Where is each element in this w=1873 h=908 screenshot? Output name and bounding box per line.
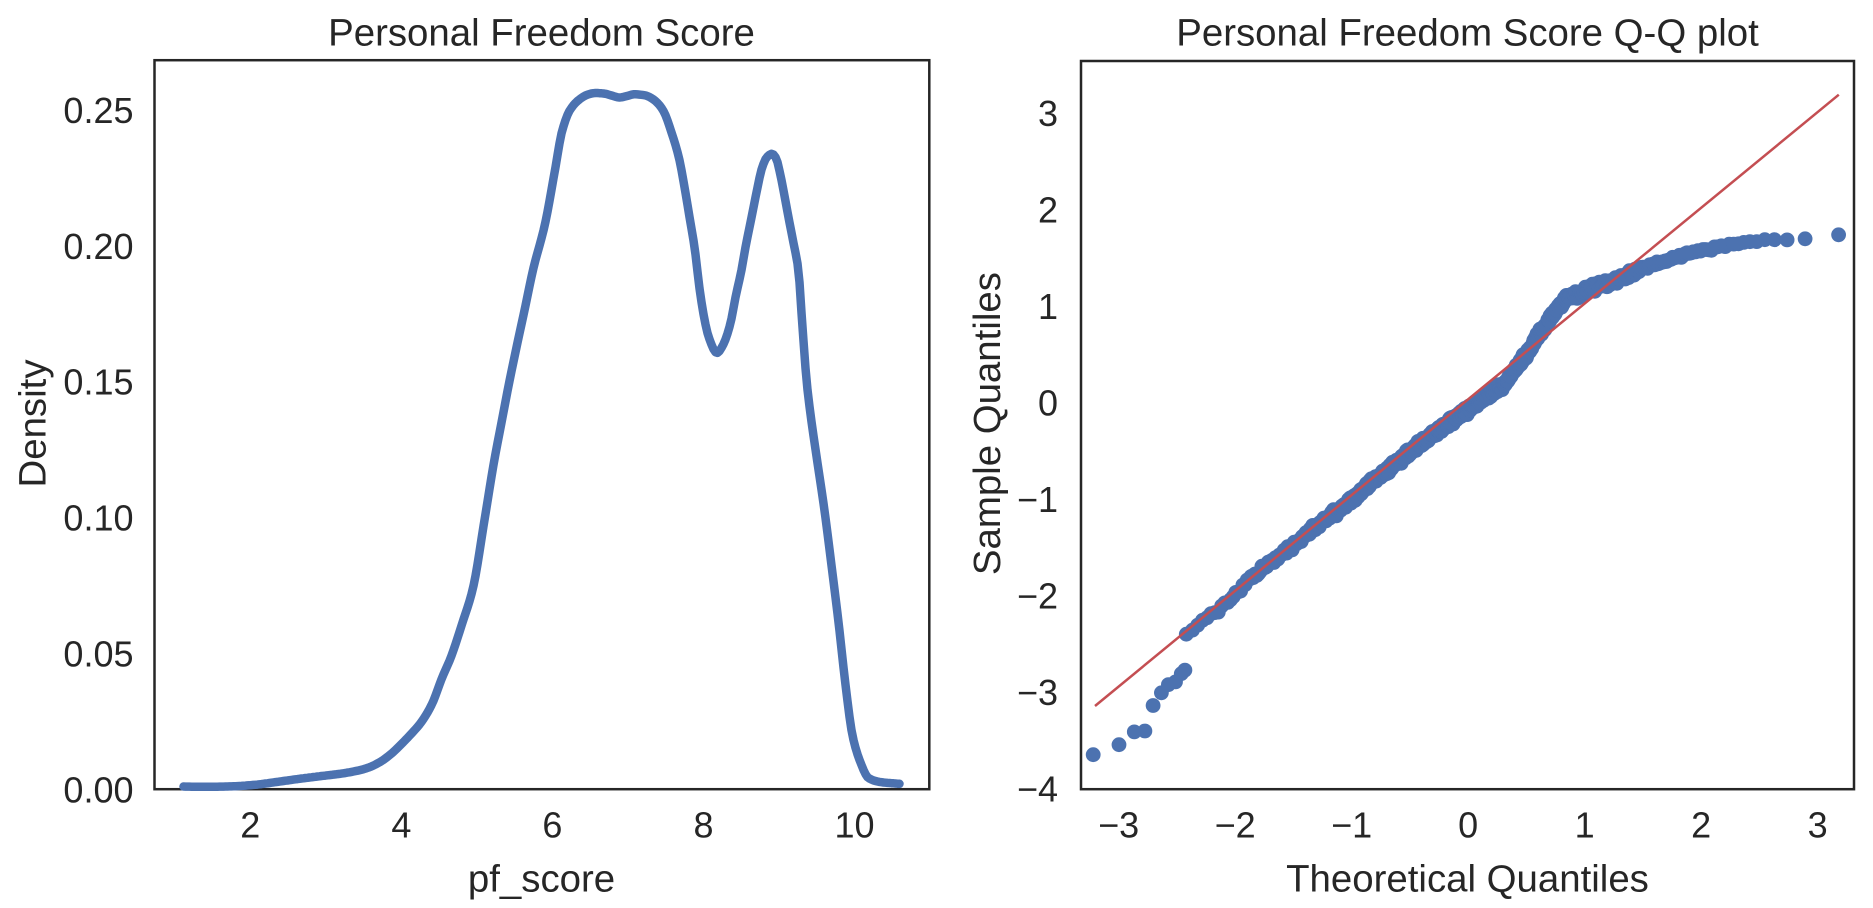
svg-text:Sample Quantiles: Sample Quantiles (966, 272, 1009, 575)
svg-text:0.10: 0.10 (63, 498, 133, 539)
svg-text:0: 0 (1038, 382, 1058, 423)
svg-text:1: 1 (1038, 286, 1058, 327)
svg-text:0.05: 0.05 (63, 634, 133, 675)
svg-text:−2: −2 (1215, 804, 1256, 845)
svg-text:0.00: 0.00 (63, 769, 133, 810)
svg-text:1: 1 (1575, 804, 1595, 845)
svg-text:2: 2 (1691, 804, 1711, 845)
svg-text:2: 2 (1038, 189, 1058, 230)
svg-text:10: 10 (834, 804, 874, 845)
svg-text:Density: Density (12, 359, 55, 488)
svg-text:0.15: 0.15 (63, 362, 133, 403)
svg-text:4: 4 (391, 804, 411, 845)
svg-text:3: 3 (1038, 93, 1058, 134)
svg-text:3: 3 (1808, 804, 1828, 845)
svg-text:0: 0 (1458, 804, 1478, 845)
svg-text:−4: −4 (1017, 769, 1058, 810)
svg-text:−3: −3 (1098, 804, 1139, 845)
svg-text:pf_score: pf_score (468, 858, 615, 901)
svg-text:Theoretical Quantiles: Theoretical Quantiles (1286, 858, 1649, 901)
svg-text:8: 8 (693, 804, 713, 845)
svg-text:6: 6 (542, 804, 562, 845)
svg-text:−2: −2 (1017, 576, 1058, 617)
svg-text:−3: −3 (1017, 672, 1058, 713)
svg-text:−1: −1 (1331, 804, 1372, 845)
svg-text:Personal Freedom Score: Personal Freedom Score (328, 12, 755, 55)
svg-text:0.25: 0.25 (63, 90, 133, 131)
svg-text:−1: −1 (1017, 479, 1058, 520)
svg-text:2: 2 (240, 804, 260, 845)
svg-text:Personal Freedom Score Q-Q plo: Personal Freedom Score Q-Q plot (1176, 12, 1759, 55)
svg-text:0.20: 0.20 (63, 226, 133, 267)
